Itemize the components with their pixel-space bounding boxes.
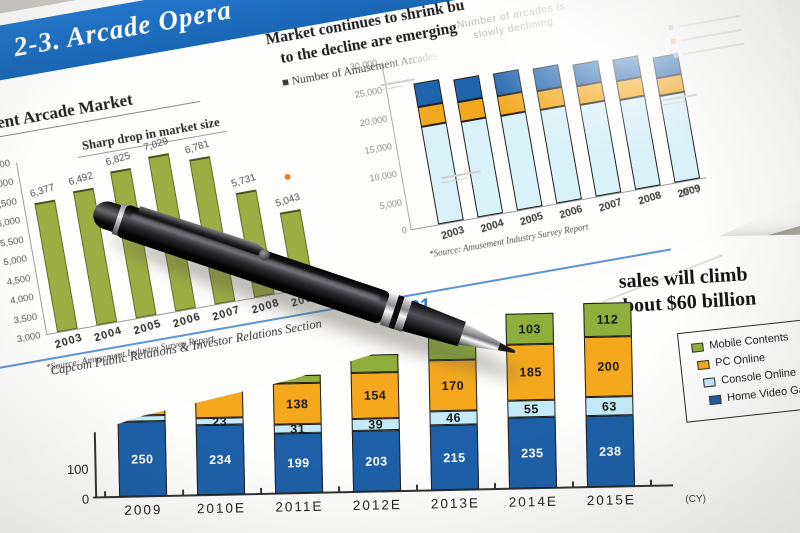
y-tick-label: 5,500 [0,234,25,250]
x-tick-label: 2010E [196,500,247,517]
y-tick-label: 5,000 [378,197,403,211]
segment-console-online: 63 [585,396,634,417]
x-axis-tick [182,489,184,496]
x-tick-label: 2004 [479,216,506,236]
x-axis-tick [260,487,262,494]
pen-chrome-cone [458,324,503,358]
y-tick-label: 10,000 [368,169,398,184]
stacked-segment [619,96,660,190]
x-tick-label: 2007 [597,196,624,215]
x-tick-label: 2006 [558,203,584,222]
segment-home-video-game-software: 215 [429,424,480,491]
y-tick-label: 15,000 [363,141,393,157]
stacked-segment [461,117,503,217]
axis-unit-label: (CY) [685,493,707,506]
segment-pc-online: 138 [272,382,322,425]
y-tick-label: 4,000 [9,291,35,307]
segment-home-video-game-software: 250 [117,420,168,497]
x-tick-label: 2014E [508,493,559,510]
bar-value-label: 5,043 [274,191,302,210]
y-tick-label: 4,500 [5,272,32,288]
legend-swatch-icon [702,376,716,388]
segment-home-video-game-software: 238 [585,415,636,488]
legend-swatch-icon [708,394,722,405]
x-axis-tick [337,486,340,493]
washed-out-legend [668,9,769,67]
x-tick-label: 2012E [352,497,403,514]
stacked-segment [540,106,582,204]
segment-console-online: 46 [429,410,478,426]
segment-home-video-game-software: 234 [195,424,246,496]
stacked-segment [413,79,443,107]
segment-console-online: 23 [195,414,244,428]
y-tick-label: 3,000 [16,330,42,346]
stacked-segment [493,69,523,96]
y-tick-label: 6,000 [0,215,22,231]
x-tick-label: 2011E [275,498,324,515]
bar-value-label: 6,825 [104,150,132,169]
y-tick-label: 0 [400,225,408,236]
x-tick-label: 2013E [430,495,481,512]
segment-mobile-contents: 112 [583,302,632,338]
segment-home-video-game-software: 199 [273,432,324,494]
y-tick-label: 20,000 [358,113,388,129]
x-tick-label: 2003 [439,223,466,243]
x-tick-label: 2006 [171,310,203,331]
legend-swatch-icon [691,341,704,353]
legend-label: Console Online [720,366,797,387]
segment-console-online: 31 [273,422,322,436]
segment-home-video-game-software: 203 [351,430,402,493]
legend-label: Mobile Contents [708,331,790,352]
x-tick-label: 2005 [132,317,163,338]
x-axis-tick [571,481,574,488]
x-tick-label: 2009 [124,502,163,518]
bar-value-label: 5,731 [230,172,258,190]
segment-pc-online: 154 [350,372,400,420]
segment-console-online: 39 [351,417,400,432]
x-axis-tick [649,479,652,486]
bar-value-label: 6,492 [67,170,95,189]
y-tick-label: 7,000 [0,177,15,193]
legend-swatch-icon [696,359,710,370]
x-tick-label: 2003 [53,331,85,352]
x-tick-label: 2015E [586,492,637,509]
y-tick-label: 5,000 [2,253,28,269]
stacked-segment [533,64,563,91]
pen-tip-icon [498,343,517,356]
bar-2003 [34,200,77,333]
bar-value-label: 6,781 [183,138,211,157]
y-tick-label: 3,500 [12,311,39,327]
y-tick-label: 30,000 [349,57,378,73]
y-tick-label: 100 [66,461,89,478]
stacked-segment [500,111,542,210]
x-axis-tick [493,483,496,490]
stacked-segment [572,60,601,86]
segment-console-online: 55 [507,399,556,418]
segment-home-video-game-software: 235 [507,416,558,489]
stacked-segment [612,55,641,81]
y-tick-label: 7,500 [0,157,12,173]
x-axis-tick [104,491,106,498]
x-axis-tick [415,484,418,491]
x-tick-label: 2004 [92,324,124,345]
x-tick-label: 2005 [518,209,545,229]
legend-label: PC Online [714,351,766,370]
stacked-segment [453,75,483,102]
y-tick-label: 25,000 [354,85,383,101]
x-tick-label: 2008 [636,189,663,208]
x-tick-label: 2007 [211,303,242,324]
stacked-segment [580,101,622,197]
y-tick-label: 6,500 [0,196,18,212]
y-tick-label: 0 [81,491,90,507]
segment-pc-online: 200 [583,336,634,398]
